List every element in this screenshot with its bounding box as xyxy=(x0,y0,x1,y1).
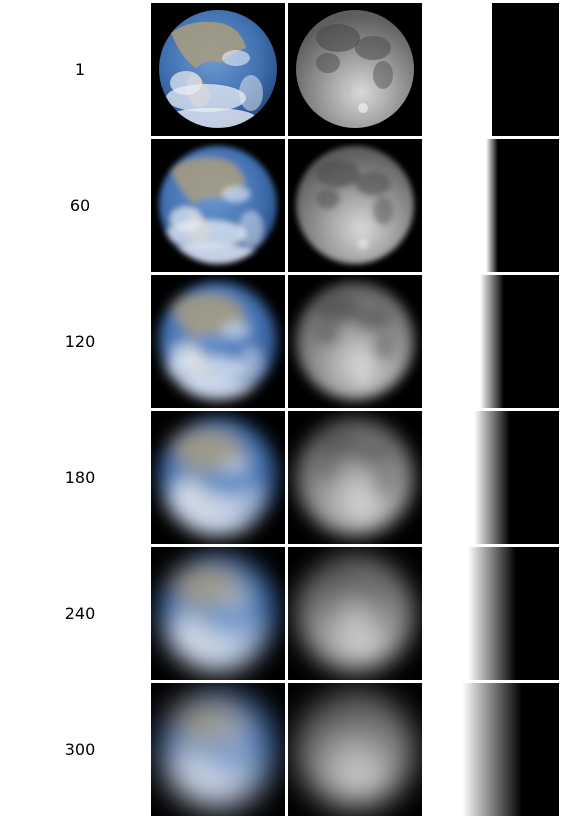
edge-gradient xyxy=(425,547,559,680)
row-label: 120 xyxy=(64,332,96,351)
edge-gradient xyxy=(425,3,559,136)
earth-image xyxy=(151,683,285,816)
edge-step-image xyxy=(425,275,559,408)
blur-row: 180 xyxy=(0,411,573,544)
earth-image xyxy=(151,3,285,136)
blur-row: 300 xyxy=(0,683,573,816)
blur-row: 120 xyxy=(0,275,573,408)
row-label: 240 xyxy=(64,604,96,623)
row-label: 300 xyxy=(64,740,96,759)
row-label: 180 xyxy=(64,468,96,487)
earth-image xyxy=(151,275,285,408)
edge-step-image xyxy=(425,139,559,272)
edge-step-image xyxy=(425,547,559,680)
blur-row: 240 xyxy=(0,547,573,680)
blur-row: 60 xyxy=(0,139,573,272)
edge-gradient xyxy=(425,683,559,816)
edge-step-image xyxy=(425,411,559,544)
row-label: 60 xyxy=(69,196,91,215)
moon-image xyxy=(288,275,422,408)
moon-image xyxy=(288,3,422,136)
edge-gradient xyxy=(425,275,559,408)
edge-step-image xyxy=(425,683,559,816)
moon-image xyxy=(288,139,422,272)
earth-image xyxy=(151,547,285,680)
moon-image xyxy=(288,683,422,816)
edge-step-image xyxy=(425,3,559,136)
earth-image xyxy=(151,139,285,272)
earth-image xyxy=(151,411,285,544)
edge-gradient xyxy=(425,139,559,272)
edge-gradient xyxy=(425,411,559,544)
moon-image xyxy=(288,411,422,544)
row-label: 1 xyxy=(74,60,86,79)
moon-image xyxy=(288,547,422,680)
blur-row: 1 xyxy=(0,3,573,136)
